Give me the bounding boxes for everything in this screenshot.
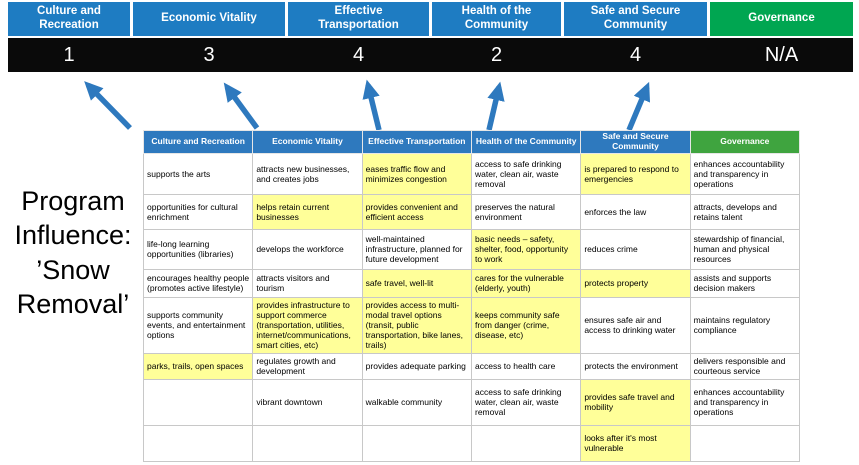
column-header-safe-and-secure-community: Safe and Secure Community: [580, 130, 691, 154]
matrix-cell: access to safe drinking water, clean air…: [470, 378, 582, 426]
matrix-cell: access to health care: [470, 352, 582, 380]
matrix-cell: attracts new businesses, and creates job…: [252, 152, 363, 195]
matrix-cell: vibrant downtown: [252, 378, 363, 426]
matrix-cell: regulates growth and development: [252, 352, 363, 380]
arrow-icon: [626, 81, 651, 132]
matrix-body: supports the arts attracts new businesses…: [142, 152, 801, 462]
matrix-cell: provides convenient and efficient access: [361, 193, 472, 230]
matrix-cell: protects the environment: [580, 352, 691, 380]
matrix-row-6: parks, trails, open spaces regulates grow…: [142, 352, 801, 380]
matrix-cell: safe travel, well-lit: [361, 268, 472, 298]
matrix-cell: ensures safe air and access to drinking …: [580, 296, 691, 354]
matrix-row-7: vibrant downtown walkable community access…: [142, 378, 801, 426]
score-bar: 1 3 4 2 4 N/A: [8, 38, 853, 72]
matrix-cell: attracts visitors and tourism: [252, 268, 363, 298]
matrix-row-3: life-long learning opportunities (librar…: [142, 228, 801, 270]
matrix-header-row: Culture and Recreation Economic Vitality E…: [142, 130, 801, 154]
matrix-cell: looks after it's most vulnerable: [580, 424, 691, 462]
matrix-cell: maintains regulatory compliance: [689, 296, 801, 354]
matrix-cell: is prepared to respond to emergencies: [580, 152, 691, 195]
matrix-cell: attracts, develops and retains talent: [689, 193, 801, 230]
score-health-of-the-community: 2: [490, 43, 503, 66]
arrow-icon: [486, 81, 505, 131]
matrix-cell: life-long learning opportunities (librar…: [142, 228, 254, 270]
influence-matrix-wrap: Culture and Recreation Economic Vitality E…: [142, 130, 801, 462]
matrix-cell: access to safe drinking water, clean air…: [470, 152, 582, 195]
matrix-cell: cares for the vulnerable (elderly, youth…: [470, 268, 582, 298]
matrix-cell: keeps community safe from danger (crime,…: [470, 296, 582, 354]
matrix-cell: delivers responsible and courteous servi…: [689, 352, 801, 380]
arrow-icon: [362, 79, 382, 131]
matrix-cell: helps retain current businesses: [252, 193, 363, 230]
matrix-cell: reduces crime: [580, 228, 691, 270]
score-safe-and-secure-community: 4: [629, 43, 642, 66]
matrix-cell: enhances accountability and transparency…: [689, 152, 801, 195]
score-effective-transportation: 4: [352, 43, 365, 66]
influence-matrix: Culture and Recreation Economic Vitality E…: [142, 130, 801, 462]
matrix-cell: provides adequate parking: [361, 352, 472, 380]
matrix-row-4: encourages healthy people (promotes acti…: [142, 268, 801, 298]
matrix-row-1: supports the arts attracts new businesses…: [142, 152, 801, 195]
column-header-culture-and-recreation: Culture and Recreation: [142, 130, 254, 154]
matrix-cell: provides infrastructure to support comme…: [252, 296, 363, 354]
matrix-cell-empty: [470, 424, 582, 462]
matrix-cell: preserves the natural environment: [470, 193, 582, 230]
page-title: Program Influence: ’Snow Removal’: [14, 186, 132, 319]
matrix-cell: provides access to multi-modal travel op…: [361, 296, 472, 354]
matrix-cell: opportunities for cultural enrichment: [142, 193, 254, 230]
column-header-economic-vitality: Economic Vitality: [252, 130, 363, 154]
matrix-cell: assists and supports decision makers: [689, 268, 801, 298]
matrix-cell: encourages healthy people (promotes acti…: [142, 268, 254, 298]
matrix-cell: protects property: [580, 268, 691, 298]
banner-culture-and-recreation: Culture and Recreation: [8, 2, 130, 36]
score-culture-and-recreation: 1: [63, 43, 75, 66]
matrix-cell-empty: [142, 424, 254, 462]
matrix-cell: basic needs – safety, shelter, food, opp…: [470, 228, 582, 270]
banner-effective-transportation: Effective Transportation: [288, 2, 429, 36]
score-arrows: [84, 79, 651, 132]
matrix-cell-empty: [252, 424, 363, 462]
matrix-cell: well-maintained infrastructure, planned …: [361, 228, 472, 270]
banner-health-of-the-community: Health of the Community: [432, 2, 561, 36]
banner-safe-and-secure-community: Safe and Secure Community: [564, 2, 707, 36]
matrix-cell: supports community events, and entertain…: [142, 296, 254, 354]
score-governance: N/A: [764, 43, 799, 66]
matrix-row-5: supports community events, and entertain…: [142, 296, 801, 354]
matrix-cell: develops the workforce: [252, 228, 363, 270]
priority-banner: Culture and Recreation Economic Vitality E…: [8, 2, 853, 36]
arrow-icon: [223, 82, 260, 130]
matrix-cell: parks, trails, open spaces: [142, 352, 254, 380]
matrix-cell-empty: [142, 378, 254, 426]
column-header-governance: Governance: [689, 130, 801, 154]
matrix-cell: eases traffic flow and minimizes congest…: [361, 152, 472, 195]
score-economic-vitality: 3: [203, 43, 215, 66]
matrix-row-2: opportunities for cultural enrichment hel…: [142, 193, 801, 230]
banner-governance: Governance: [710, 2, 853, 36]
matrix-cell: enhances accountability and transparency…: [689, 378, 801, 426]
matrix-cell: supports the arts: [142, 152, 254, 195]
banner-economic-vitality: Economic Vitality: [133, 2, 285, 36]
matrix-cell: walkable community: [361, 378, 472, 426]
matrix-cell: provides safe travel and mobility: [580, 378, 691, 426]
column-header-health-of-the-community: Health of the Community: [470, 130, 582, 154]
matrix-cell: stewardship of financial, human and phys…: [689, 228, 801, 270]
arrow-icon: [84, 81, 132, 130]
matrix-cell-empty: [689, 424, 801, 462]
matrix-cell-empty: [361, 424, 472, 462]
matrix-row-8: looks after it's most vulnerable: [142, 424, 801, 462]
matrix-cell: enforces the law: [580, 193, 691, 230]
column-header-effective-transportation: Effective Transportation: [361, 130, 472, 154]
